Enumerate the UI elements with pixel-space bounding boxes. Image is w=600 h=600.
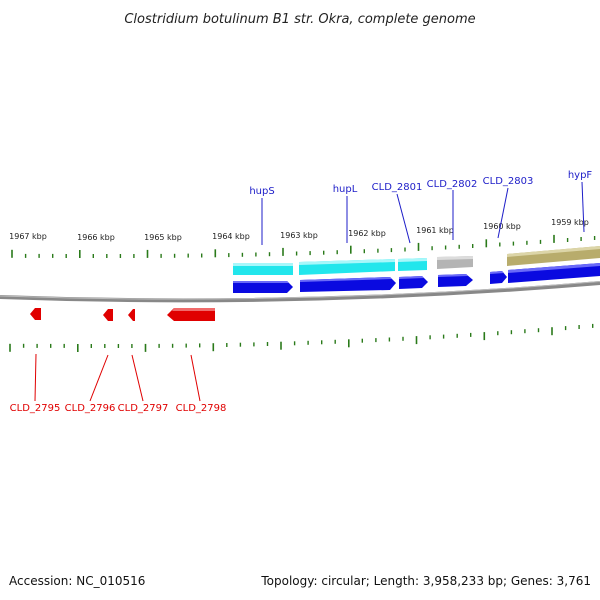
feature-track [233,246,600,275]
gene-highlight [438,274,468,277]
feature-highlight [299,259,395,265]
feature-highlight [233,263,293,266]
gene-cld2801-arrow[interactable] [399,276,428,289]
leader-line [34,353,37,402]
gene-label-cld2801[interactable]: CLD_2801 [372,182,423,193]
kbp-label: 1967 kbp [9,232,47,241]
gene-cld2796-arrow[interactable] [103,309,113,321]
gene-label-cld2797[interactable]: CLD_2797 [118,403,169,414]
gene-label-cld2802[interactable]: CLD_2802 [427,179,478,190]
top-gene-labels: hupS hupL CLD_2801 CLD_2802 CLD_2803 hyp… [249,170,592,245]
gene-cld2803-arrow[interactable] [490,271,507,284]
genome-summary-text: Topology: circular; Length: 3,958,233 bp… [261,574,591,588]
gene-label-hupl[interactable]: hupL [333,184,358,195]
kbp-label: 1966 kbp [77,233,115,242]
genome-backbone-highlight [0,281,600,300]
feature-highlight [398,258,427,262]
kbp-label: 1963 kbp [280,231,318,240]
kbp-label: 1962 kbp [348,229,386,238]
gene-highlight [508,263,600,273]
leader-line [89,354,109,402]
gene-label-cld2795[interactable]: CLD_2795 [10,403,61,414]
leader-line [131,354,144,402]
kbp-label: 1964 kbp [212,232,250,241]
kbp-labels: 1967 kbp 1966 kbp 1965 kbp 1964 kbp 1963… [9,218,589,242]
gene-cld2798-arrow[interactable] [167,308,215,321]
kbp-label: 1959 kbp [551,218,589,227]
genome-title: Clostridium botulinum B1 str. Okra, comp… [124,12,475,27]
gene-cld2797-arrow[interactable] [128,309,135,321]
leader-line [497,187,509,239]
gene-hypf-arrow[interactable] [508,263,600,283]
kbp-label: 1965 kbp [144,233,182,242]
gene-label-cld2803[interactable]: CLD_2803 [483,176,534,187]
leader-line [581,181,585,233]
gene-label-hypf[interactable]: hypF [568,170,593,181]
upper-ruler [11,234,596,258]
bottom-gene-labels: CLD_2795 CLD_2796 CLD_2797 CLD_2798 [10,353,227,414]
feature-highlight [437,256,473,260]
gene-highlight [490,271,504,274]
leader-line [396,193,411,244]
gene-label-cld2796[interactable]: CLD_2796 [65,403,116,414]
forward-genes [233,263,600,293]
genome-backbone [0,281,600,303]
accession-text: Accession: NC_010516 [9,574,146,588]
gene-label-hups[interactable]: hupS [249,186,274,197]
kbp-label: 1961 kbp [416,226,454,235]
gene-highlight [172,308,215,311]
feature-highlight [507,246,600,257]
leader-line [190,354,201,402]
gene-highlight [233,281,289,283]
gene-cld2802-arrow[interactable] [438,274,473,287]
gene-highlight [300,277,392,282]
gene-hups-arrow[interactable] [233,281,293,293]
gene-highlight [399,276,424,279]
lower-ruler [9,323,594,352]
gene-label-cld2798[interactable]: CLD_2798 [176,403,227,414]
gene-cld2795-arrow[interactable] [30,308,41,320]
reverse-genes [30,308,215,321]
kbp-label: 1960 kbp [483,222,521,231]
